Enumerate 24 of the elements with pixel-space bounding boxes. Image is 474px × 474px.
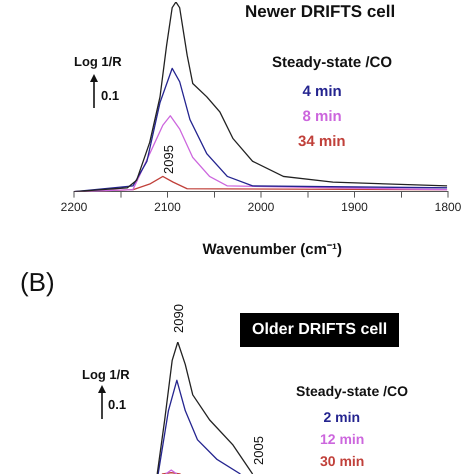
x-tick-label: 1900 [341,200,368,214]
x-tick-label: 2000 [248,200,275,214]
x-tick-label: 2200 [60,200,88,214]
legend-title: Steady-state /CO [296,383,408,399]
chart-title: Older DRIFTS cell [240,313,400,347]
chart-title: Newer DRIFTS cell [245,2,396,22]
text: 34 min [298,133,346,150]
annotation: 0.1 [101,88,120,103]
annotation: 0.1 [108,397,126,412]
text: 30 min [320,453,364,469]
legend-title: Steady-state /CO [272,54,392,71]
text: 4 min [302,83,342,100]
x-axis-title: Wavenumber (cm⁻¹) [202,240,342,258]
text: 2 min [324,409,360,425]
annotation: 2095 [160,145,176,174]
x-tick-label: 2100 [154,200,182,214]
text: 2090 [170,304,186,333]
text: (B) [20,267,55,298]
annotation: 2005 [250,436,266,465]
x-tick-label: 1800 [434,200,462,214]
text: 8 min [302,108,342,125]
annotation: Log 1/R [74,54,122,69]
text: 12 min [320,431,364,447]
annotation: Log 1/R [82,367,130,382]
